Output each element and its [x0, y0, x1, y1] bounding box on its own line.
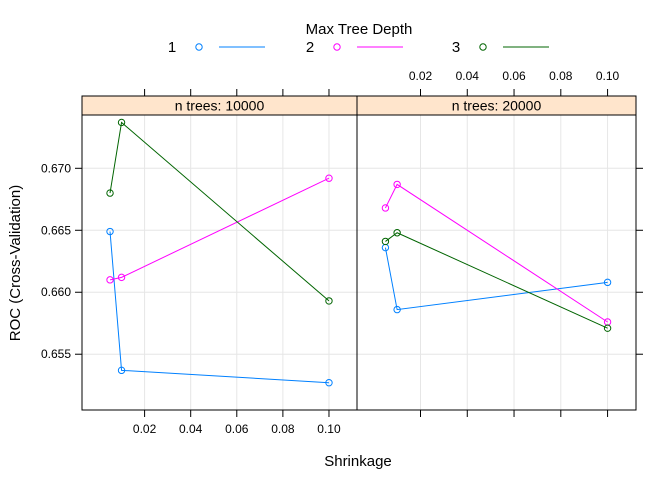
data-point-3 [106, 189, 114, 197]
panel-1: n trees: 10000 [81, 95, 358, 411]
data-point-3 [381, 237, 390, 246]
x-axis-title: Shrinkage [324, 453, 392, 470]
legend-point-symbol [333, 43, 341, 51]
y-tick-label: 0.665 [41, 223, 71, 237]
legend-point-symbol [195, 43, 203, 51]
data-point-1 [325, 379, 333, 387]
data-point-3 [393, 229, 401, 237]
data-point-3 [325, 297, 333, 305]
legend-label: 2 [306, 39, 314, 56]
series-line-1 [109, 231, 330, 384]
panel-border [81, 114, 358, 411]
data-point-2 [393, 180, 401, 189]
y-axis-title: ROC (Cross-Validation) [7, 185, 24, 341]
x-tick-label: 0.06 [502, 69, 526, 83]
series-line-2 [109, 177, 330, 281]
data-point-1 [106, 227, 114, 236]
legend-entry-3: 3 [452, 39, 549, 56]
x-tick-label: 0.04 [179, 422, 203, 436]
panel-border [356, 114, 637, 411]
y-tick-label: 0.655 [41, 347, 71, 361]
strip-label: n trees: 20000 [452, 98, 542, 114]
legend-entry-1: 1 [168, 39, 265, 56]
x-tick-label: 0.10 [596, 69, 620, 83]
data-point-2 [117, 273, 126, 282]
x-tick-label: 0.06 [225, 422, 249, 436]
data-point-1 [603, 278, 612, 287]
series-line-3 [385, 232, 608, 329]
data-point-2 [325, 174, 333, 182]
legend-label: 3 [452, 39, 460, 56]
y-tick-label: 0.670 [41, 161, 71, 175]
x-tick-label: 0.10 [317, 422, 341, 436]
legend-point-symbol [479, 43, 487, 51]
series-line-2 [384, 183, 608, 323]
legend: 1 2 3 [168, 39, 549, 56]
x-tick-label: 0.08 [271, 422, 295, 436]
data-point-1 [117, 366, 126, 375]
strip-label: n trees: 10000 [175, 98, 265, 114]
legend-entry-2: 2 [306, 39, 403, 56]
y-tick-label: 0.660 [41, 285, 71, 299]
x-tick-label: 0.08 [549, 69, 573, 83]
series-line-1 [384, 247, 608, 311]
x-tick-label: 0.04 [456, 69, 480, 83]
panel-2: n trees: 20000 [356, 95, 637, 411]
data-point-3 [603, 324, 612, 332]
series-line-3 [109, 121, 330, 302]
legend-label: 1 [168, 39, 176, 56]
x-tick-label: 0.02 [133, 422, 157, 436]
data-point-3 [117, 118, 126, 127]
panels: n trees: 10000 n trees: 20000 [81, 95, 637, 411]
x-tick-label: 0.02 [409, 69, 433, 83]
data-point-2 [106, 276, 114, 284]
axes: 0.02 0.04 0.06 0.08 0.10 0.02 0.04 0.06 0.08 0.10… [41, 69, 643, 436]
data-point-2 [381, 204, 390, 212]
legend-title: Max Tree Depth [306, 21, 413, 38]
data-point-1 [393, 305, 401, 314]
